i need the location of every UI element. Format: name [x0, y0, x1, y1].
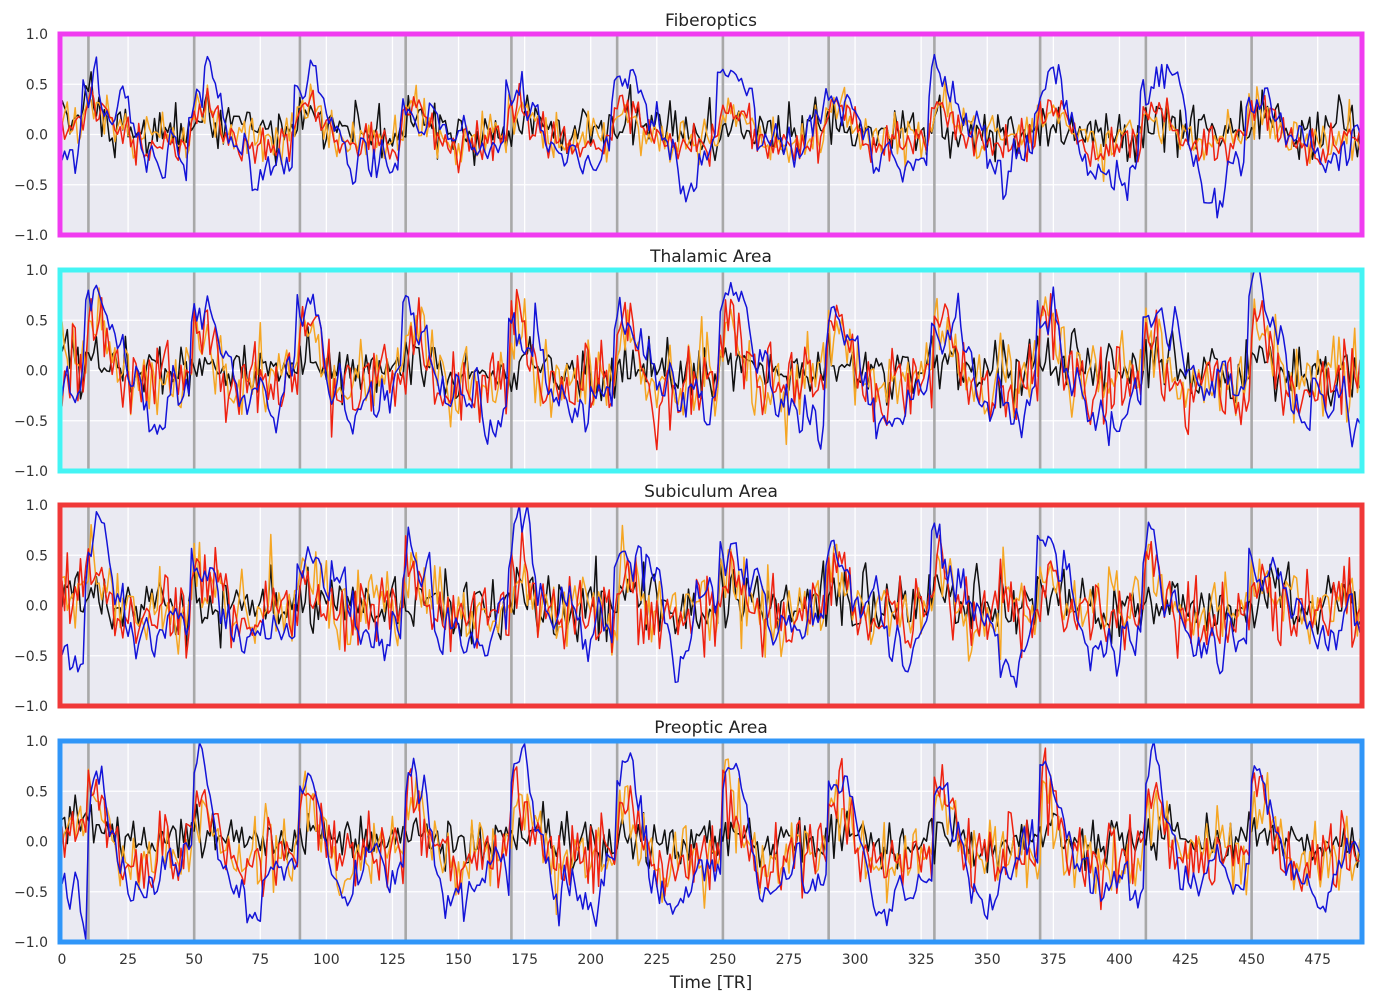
x-tick-label: 25	[119, 952, 137, 968]
series-blue-line	[61, 504, 1361, 688]
x-tick-label: 350	[974, 952, 1001, 968]
y-tick-label: 0.5	[26, 784, 48, 800]
y-tick-label: −0.5	[14, 414, 48, 430]
panel-title: Subiculum Area	[644, 482, 778, 502]
x-tick-label: 200	[577, 952, 604, 968]
x-tick-label: 225	[643, 952, 670, 968]
series-blue-line	[61, 269, 1361, 450]
x-tick-label: 175	[511, 952, 538, 968]
y-tick-label: −0.5	[14, 178, 48, 194]
y-tick-label: 0.5	[26, 77, 48, 93]
series-orange-line	[61, 287, 1361, 446]
x-axis: 0 25 50 75 100 125 150 175 200 225 250 275 300 325 350…	[58, 952, 1332, 968]
x-tick-label: 450	[1238, 952, 1265, 968]
x-axis-label: Time [TR]	[669, 973, 752, 992]
x-tick-label: 125	[379, 952, 406, 968]
panel-highlight-border	[57, 502, 1365, 709]
series-blue-line	[61, 53, 1361, 219]
y-tick-label: 0.0	[26, 599, 48, 615]
y-tick-label: 1.0	[26, 27, 48, 43]
panel-title: Thalamic Area	[649, 247, 772, 267]
x-tick-label: 50	[185, 952, 203, 968]
x-tick-label: 275	[776, 952, 803, 968]
y-tick-label: 0.0	[26, 835, 48, 851]
y-tick-label: −1.0	[14, 464, 48, 480]
x-tick-label: 475	[1304, 952, 1331, 968]
y-tick-label: 1.0	[26, 734, 48, 750]
y-tick-label: 0.5	[26, 548, 48, 564]
series-red-line	[61, 288, 1361, 451]
y-tick-label: 0.0	[26, 128, 48, 144]
series-black-line	[61, 71, 1361, 167]
panel-highlight-border	[57, 738, 1365, 945]
panel-fiberoptics: 1.0 0.5 0.0 −0.5 −1.0 Fiberoptics	[14, 11, 1365, 244]
panel-title: Preoptic Area	[654, 718, 767, 738]
x-tick-label: 0	[58, 952, 67, 968]
y-tick-label: −1.0	[14, 228, 48, 244]
x-tick-label: 425	[1172, 952, 1199, 968]
x-tick-label: 100	[313, 952, 340, 968]
panel-highlight-border	[57, 267, 1365, 474]
y-tick-label: −0.5	[14, 885, 48, 901]
y-tick-label: −1.0	[14, 935, 48, 951]
x-tick-label: 150	[445, 952, 472, 968]
y-tick-label: 1.0	[26, 263, 48, 279]
panel-thalamic-area: 1.0 0.5 0.0 −0.5 −1.0 Thalamic Area	[14, 247, 1365, 480]
y-tick-label: 1.0	[26, 498, 48, 514]
panel-subiculum-area: 1.0 0.5 0.0 −0.5 −1.0 Subiculum Area	[14, 482, 1365, 715]
x-tick-label: 75	[251, 952, 269, 968]
panel-highlight-border	[57, 31, 1365, 238]
x-tick-label: 250	[710, 952, 737, 968]
y-tick-label: 0.5	[26, 313, 48, 329]
series-red-line	[61, 747, 1361, 911]
series-blue-line	[61, 740, 1361, 941]
x-tick-label: 300	[842, 952, 869, 968]
y-tick-label: 0.0	[26, 364, 48, 380]
x-tick-label: 325	[908, 952, 935, 968]
x-tick-label: 375	[1040, 952, 1067, 968]
series-red-line	[61, 528, 1361, 659]
y-tick-label: −1.0	[14, 699, 48, 715]
series-orange-line	[61, 523, 1361, 662]
y-tick-label: −0.5	[14, 649, 48, 665]
panel-title: Fiberoptics	[665, 11, 757, 31]
panel-preoptic-area: 1.0 0.5 0.0 −0.5 −1.0 Preoptic Area	[14, 718, 1365, 951]
x-tick-label: 400	[1106, 952, 1133, 968]
